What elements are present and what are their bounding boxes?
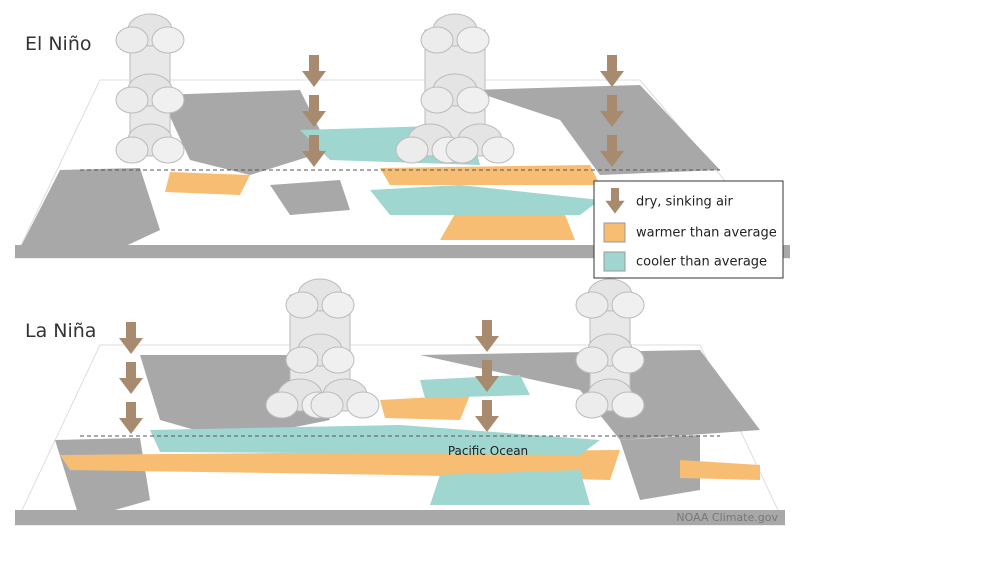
cloud-column xyxy=(395,13,515,164)
cloud-column xyxy=(115,13,185,164)
el-nino-map: El Niño xyxy=(14,13,792,259)
la-nina-map: La Niña Pacific Ocean NOAA Climate.gov xyxy=(14,278,786,526)
legend-label: dry, sinking air xyxy=(636,195,734,210)
panel-label: El Niño xyxy=(25,33,91,55)
legend-label: cooler than average xyxy=(636,255,767,270)
ocean-label: Pacific Ocean xyxy=(448,444,528,458)
credit: NOAA Climate.gov xyxy=(676,511,778,524)
cloud-column xyxy=(265,278,380,419)
legend-label: warmer than average xyxy=(636,226,777,241)
panel-label: La Niña xyxy=(25,320,96,342)
legend-swatch xyxy=(603,251,626,272)
legend: dry, sinking air warmer than average coo… xyxy=(593,180,784,279)
legend-swatch xyxy=(603,222,626,243)
cloud-column xyxy=(575,278,645,419)
